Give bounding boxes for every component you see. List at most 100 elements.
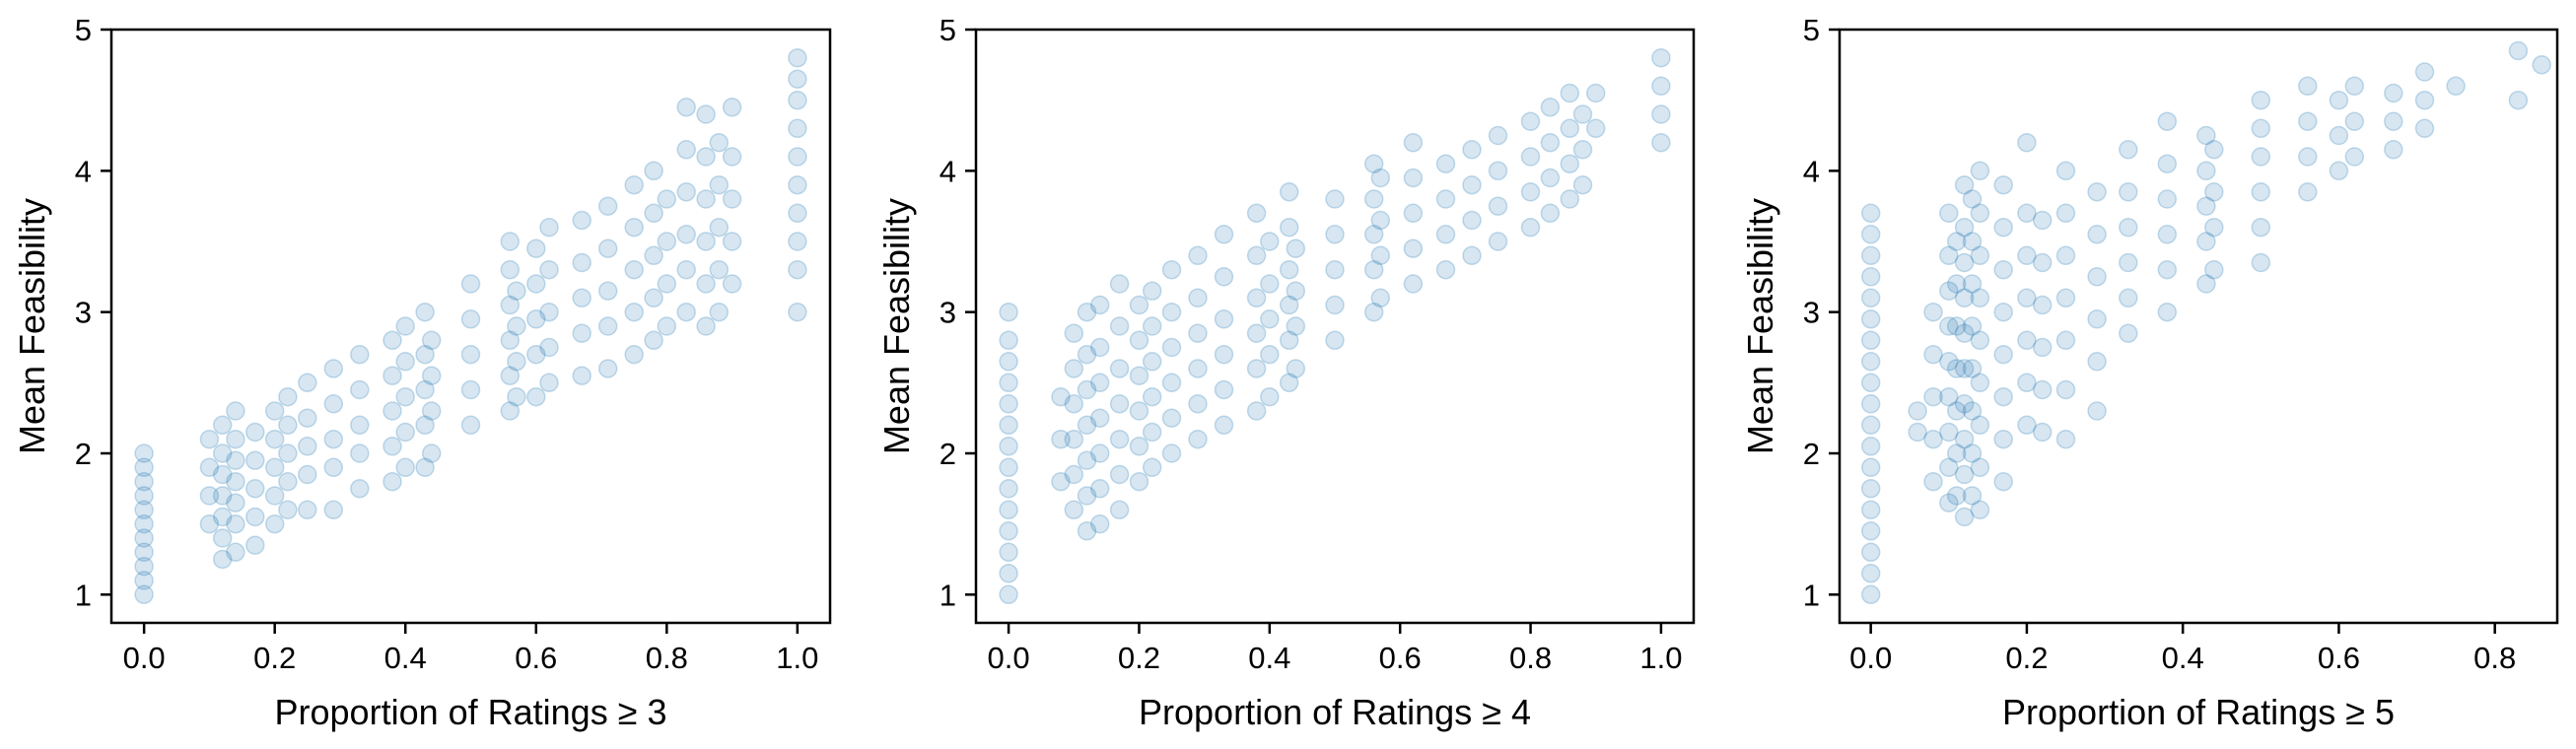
data-point — [1860, 457, 1881, 478]
data-point — [1077, 450, 1097, 470]
data-point — [507, 352, 526, 372]
data-point — [1089, 443, 1110, 463]
data-point — [1142, 422, 1162, 443]
data-point — [1993, 386, 2013, 407]
data-point — [1651, 132, 1671, 153]
data-point — [2055, 161, 2076, 181]
data-point — [1954, 252, 1975, 273]
y-tick-label: 3 — [1803, 296, 1820, 330]
data-point — [134, 471, 154, 492]
data-point — [1954, 507, 1975, 527]
data-point — [1954, 217, 1975, 238]
data-point — [999, 415, 1018, 436]
data-point — [2032, 210, 2053, 231]
data-point — [1214, 309, 1234, 329]
data-point — [676, 98, 696, 117]
data-point — [2298, 111, 2318, 131]
data-point — [383, 471, 402, 492]
data-point — [1214, 415, 1234, 436]
data-point — [572, 288, 592, 308]
data-point — [1089, 408, 1110, 428]
data-point — [676, 182, 696, 202]
data-point — [1462, 210, 1482, 231]
scatter-panel-1: 0.0 0.2 0.4 0.6 0.8 1.0 1 2 3 4 5 Proportion of Rat… — [12, 13, 832, 732]
x-axis-label: Proportion of Ratings ≥ 4 — [1139, 692, 1531, 732]
data-point — [1993, 302, 2013, 322]
data-point — [1860, 245, 1881, 266]
data-point — [1279, 330, 1299, 351]
data-point — [2119, 288, 2138, 308]
data-point — [1540, 132, 1561, 153]
data-point — [1161, 337, 1182, 358]
data-point — [500, 330, 521, 351]
data-point — [2087, 182, 2107, 202]
data-point — [1954, 288, 1975, 308]
x-tick-label: 0.2 — [253, 641, 296, 675]
x-tick-label: 0.0 — [123, 641, 166, 675]
data-point — [624, 259, 644, 280]
scatter-panel-3: 0.0 0.2 0.4 0.6 0.8 1 2 3 4 5 Proportion of Rating… — [1740, 13, 2559, 732]
data-point — [1363, 225, 1384, 244]
data-point — [1246, 323, 1267, 343]
series-points — [1860, 40, 2551, 605]
data-point — [657, 274, 677, 294]
data-point — [1370, 168, 1391, 188]
data-point — [298, 464, 317, 485]
x-tick-label: 0.8 — [1509, 641, 1552, 675]
data-point — [1939, 457, 1959, 478]
y-tick-label: 5 — [940, 13, 956, 47]
data-point — [1939, 493, 1959, 512]
data-point — [1051, 471, 1071, 492]
data-point — [1923, 386, 1943, 407]
data-point — [539, 259, 559, 280]
data-point — [134, 457, 154, 478]
data-point — [1962, 443, 1983, 463]
data-point — [1129, 330, 1149, 351]
data-point — [2344, 147, 2365, 167]
data-point — [2196, 196, 2216, 216]
data-point — [1488, 161, 1508, 181]
data-point — [2298, 182, 2318, 202]
x-tick-label: 0.2 — [1118, 641, 1160, 675]
data-point — [788, 90, 807, 110]
data-point — [1923, 344, 1943, 365]
data-point — [2119, 323, 2138, 343]
data-point — [2251, 182, 2271, 202]
data-point — [1946, 443, 1967, 463]
data-point — [999, 479, 1018, 499]
x-axis-label: Proportion of Ratings ≥ 5 — [2002, 692, 2395, 732]
y-tick-label: 3 — [940, 296, 956, 330]
data-point — [226, 401, 245, 421]
data-point — [1651, 47, 1671, 68]
data-point — [134, 500, 154, 520]
data-point — [1520, 111, 1541, 131]
data-point — [2298, 147, 2318, 167]
data-point — [350, 379, 370, 400]
data-point — [788, 47, 807, 68]
data-point — [1325, 225, 1345, 244]
data-point — [2055, 379, 2076, 400]
data-point — [1286, 316, 1306, 336]
data-point — [539, 302, 559, 322]
data-point — [1860, 203, 1881, 224]
data-point — [2157, 189, 2178, 209]
data-point — [264, 486, 285, 506]
data-point — [460, 309, 481, 329]
data-point — [2017, 330, 2037, 351]
data-point — [1064, 323, 1084, 343]
data-point — [1923, 471, 1943, 492]
data-point — [696, 274, 716, 294]
data-point — [1064, 429, 1084, 449]
data-point — [2087, 225, 2107, 244]
data-point — [383, 401, 402, 421]
data-point — [1939, 352, 1959, 372]
data-point — [415, 302, 435, 322]
data-point — [415, 415, 435, 436]
data-point — [2119, 140, 2138, 160]
x-tick-label: 0.6 — [515, 641, 557, 675]
data-point — [1142, 316, 1162, 336]
data-point — [2344, 111, 2365, 131]
data-point — [1142, 457, 1162, 478]
y-tick-label: 2 — [940, 437, 956, 471]
data-point — [1403, 203, 1424, 224]
